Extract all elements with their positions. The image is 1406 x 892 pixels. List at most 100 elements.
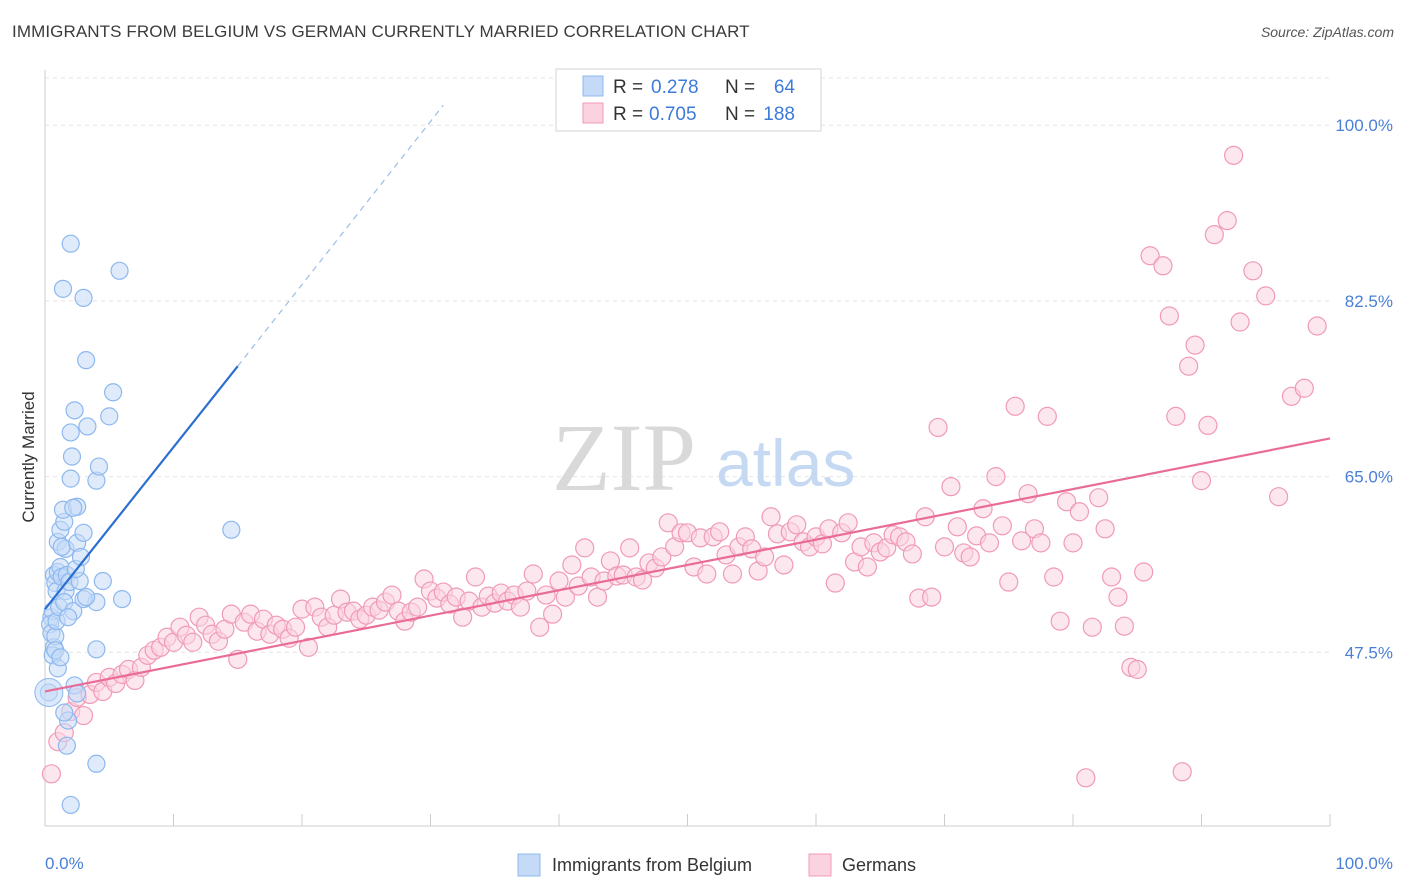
- data-point-belgium: [89, 457, 109, 476]
- data-point-germans: [1127, 659, 1147, 679]
- series-germans-points: [41, 145, 1327, 788]
- data-point-germans: [1108, 587, 1128, 607]
- data-point-germans: [902, 544, 922, 564]
- data-point-germans: [1166, 406, 1186, 426]
- data-point-germans: [774, 555, 794, 575]
- data-point-germans: [999, 572, 1019, 592]
- data-point-belgium: [77, 351, 96, 370]
- data-point-germans: [542, 604, 563, 624]
- data-point-germans: [1011, 531, 1032, 551]
- stats-r-label-germans: R =: [613, 104, 643, 125]
- trend-line-belgium-extension: [237, 104, 444, 367]
- y-tick-labels: 47.5% 65.0% 82.5% 100.0%: [1335, 116, 1393, 662]
- data-point-germans: [523, 564, 543, 584]
- data-point-belgium: [93, 571, 112, 591]
- data-point-belgium: [110, 261, 129, 280]
- legend-label-belgium: Immigrants from Belgium: [552, 855, 752, 875]
- data-point-belgium: [52, 537, 71, 556]
- data-point-germans: [620, 538, 640, 558]
- data-point-germans: [710, 522, 730, 542]
- data-point-belgium: [61, 423, 80, 442]
- data-point-germans: [530, 617, 550, 637]
- data-point-belgium: [59, 608, 78, 627]
- data-point-germans: [1159, 306, 1179, 326]
- data-point-germans: [697, 564, 717, 584]
- data-point-belgium: [104, 383, 123, 402]
- series-belgium-points: [34, 234, 241, 815]
- data-point-germans: [1005, 396, 1025, 416]
- data-point-germans: [1172, 762, 1192, 782]
- data-point-belgium: [112, 589, 132, 609]
- data-point-belgium: [222, 520, 241, 539]
- data-point-germans: [1044, 567, 1064, 587]
- data-point-germans: [722, 564, 743, 584]
- data-point-germans: [298, 637, 319, 657]
- data-point-germans: [1243, 261, 1263, 281]
- data-point-belgium: [87, 640, 106, 659]
- data-point-belgium: [64, 498, 83, 517]
- data-point-belgium: [61, 469, 80, 488]
- data-point-germans: [382, 585, 402, 605]
- x-tick-label-min: 0.0%: [45, 854, 84, 873]
- data-point-belgium: [100, 407, 119, 426]
- data-point-germans: [41, 764, 62, 784]
- data-point-germans: [510, 597, 531, 617]
- data-point-germans: [1307, 316, 1327, 336]
- chart-title: IMMIGRANTS FROM BELGIUM VS GERMAN CURREN…: [12, 22, 750, 41]
- data-point-germans: [960, 547, 980, 567]
- legend: Immigrants from Belgium Germans: [517, 853, 916, 877]
- data-point-germans: [787, 515, 807, 535]
- stats-n-value-germans: 188: [763, 104, 795, 125]
- data-point-germans: [183, 632, 203, 652]
- data-point-belgium: [55, 703, 74, 722]
- trend-lines: [44, 104, 1331, 693]
- data-point-germans: [1224, 145, 1244, 165]
- data-point-germans: [1256, 286, 1276, 306]
- data-point-germans: [1153, 256, 1173, 276]
- data-point-belgium: [62, 447, 82, 466]
- data-point-germans: [1140, 246, 1160, 266]
- data-point-germans: [1089, 488, 1109, 508]
- data-point-germans: [838, 513, 858, 533]
- data-point-germans: [465, 567, 486, 587]
- data-point-belgium: [74, 523, 93, 542]
- data-point-belgium: [57, 736, 76, 755]
- y-tick-label: 65.0%: [1345, 468, 1393, 487]
- trend-line-germans: [44, 437, 1331, 693]
- data-point-germans: [1230, 312, 1250, 332]
- data-point-germans: [1063, 533, 1083, 553]
- stats-swatch-belgium: [582, 75, 604, 97]
- data-point-germans: [986, 467, 1006, 487]
- data-point-belgium: [87, 754, 106, 773]
- data-point-germans: [941, 477, 961, 497]
- data-point-germans: [562, 555, 582, 575]
- data-point-germans: [1204, 225, 1224, 245]
- data-point-belgium: [77, 587, 96, 607]
- data-point-germans: [1294, 378, 1314, 398]
- watermark: ZIP atlas: [552, 404, 855, 511]
- data-point-germans: [1031, 533, 1051, 553]
- data-point-germans: [1114, 616, 1135, 636]
- data-point-belgium: [61, 234, 80, 253]
- data-point-germans: [1191, 471, 1212, 491]
- data-point-germans: [408, 597, 428, 617]
- stats-r-label-belgium: R =: [613, 77, 643, 98]
- stats-n-value-belgium: 64: [774, 77, 796, 98]
- data-point-germans: [979, 533, 1000, 553]
- data-point-germans: [857, 557, 878, 577]
- data-point-germans: [549, 571, 569, 591]
- data-point-germans: [1101, 567, 1122, 587]
- stats-box: R = 0.278 N = 64 R = 0.705 N = 188: [555, 68, 822, 132]
- y-tick-label: 100.0%: [1335, 116, 1393, 135]
- legend-swatch-germans: [808, 853, 832, 877]
- data-point-belgium-large: [34, 677, 64, 707]
- y-tick-label: 82.5%: [1345, 292, 1393, 311]
- data-point-germans: [992, 516, 1012, 536]
- data-point-germans: [1198, 415, 1218, 436]
- data-point-germans: [658, 513, 678, 533]
- data-point-germans: [922, 587, 942, 607]
- data-point-belgium: [65, 401, 84, 420]
- y-axis-label: Currently Married: [19, 391, 38, 522]
- watermark-atlas: atlas: [716, 426, 855, 500]
